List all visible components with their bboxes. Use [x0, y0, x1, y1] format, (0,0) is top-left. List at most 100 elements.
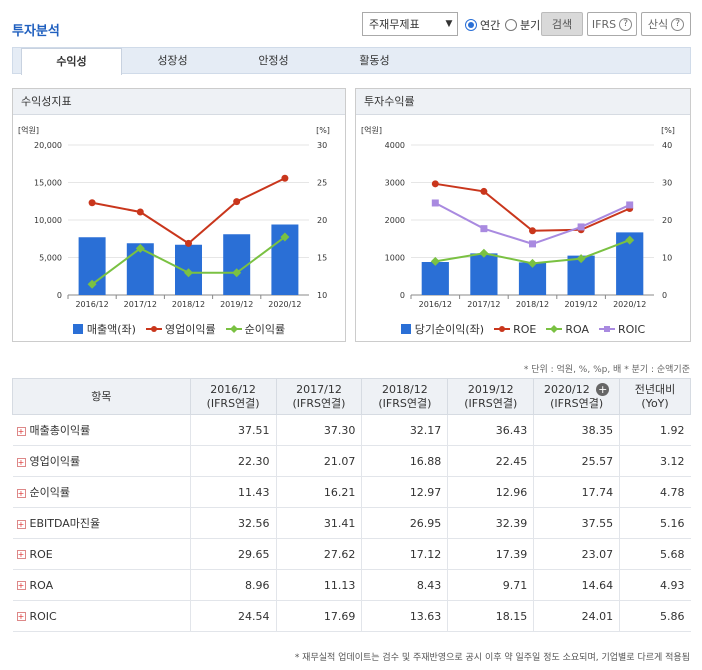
row-item[interactable]: + 매출총이익률 — [12, 414, 191, 446]
legend-swatch — [145, 326, 162, 332]
row-item[interactable]: + 순이익률 — [12, 476, 191, 508]
cell-value: 37.55 — [533, 507, 620, 539]
radio-annual-label: 연간 — [480, 19, 501, 32]
radio-on-icon — [465, 19, 477, 31]
data-point — [88, 199, 96, 207]
row-item[interactable]: + ROA — [12, 569, 191, 601]
row-item[interactable]: + ROIC — [12, 600, 191, 632]
row-item[interactable]: + 영업이익률 — [12, 445, 191, 477]
col-2017: 2017/12 (IFRS연결) — [275, 378, 363, 415]
left-axis-unit: [억원] — [18, 125, 39, 135]
expand-plus-icon[interactable]: + — [16, 426, 26, 436]
category-label: 2017/12 — [124, 300, 157, 309]
data-point — [480, 225, 488, 233]
row-item-label: 순이익률 — [29, 486, 70, 499]
left-tick-label: 2000 — [385, 216, 405, 225]
ifrs-button[interactable]: IFRS? — [587, 12, 637, 36]
table-row: + ROE 29.65 27.62 17.12 17.39 23.07 5.68 — [12, 538, 691, 570]
returns-chart-panel: 투자수익률 [억원] [%] 0 1000 2000 3000 4000 0 10 20 30 40 2… — [355, 88, 691, 342]
cell-value: 17.12 — [361, 538, 448, 570]
data-point — [480, 187, 488, 195]
legend-label: ROIC — [617, 322, 646, 336]
statement-select[interactable]: 주재무제표 ▼ — [362, 12, 458, 36]
page-title: 투자분석 — [12, 24, 60, 39]
data-point — [479, 248, 489, 258]
question-icon: ? — [671, 17, 685, 31]
statement-select-value: 주재무제표 — [369, 18, 420, 31]
legend-item: 매출액(좌) — [72, 321, 136, 337]
legend-label: 순이익률 — [244, 323, 286, 336]
cell-value: 32.17 — [361, 414, 448, 446]
data-point — [431, 180, 439, 188]
add-column-icon[interactable]: + — [596, 382, 610, 396]
category-label: 2016/12 — [75, 300, 108, 309]
cell-value: 8.43 — [361, 569, 448, 601]
radio-off-icon — [505, 19, 517, 31]
cell-value: 21.07 — [275, 445, 362, 477]
row-item-label: ROE — [29, 547, 53, 561]
cell-value: 26.95 — [361, 507, 448, 539]
category-label: 2018/12 — [516, 300, 549, 309]
cell-value: 13.63 — [361, 600, 448, 632]
right-tick-label: 10 — [317, 291, 327, 300]
search-button[interactable]: 검색 — [541, 12, 583, 36]
tab-profitability[interactable]: 수익성 — [21, 48, 122, 75]
expand-plus-icon[interactable]: + — [16, 550, 26, 559]
legend-item: 순이익률 — [225, 321, 286, 337]
data-point — [529, 227, 536, 235]
series-line — [434, 202, 631, 245]
left-tick-label: 5,000 — [39, 254, 62, 263]
tab-stability[interactable]: 안정성 — [258, 54, 289, 67]
legend-label: ROE — [513, 322, 537, 336]
right-tick-label: 20 — [662, 216, 672, 225]
row-item[interactable]: + EBITDA마진율 — [12, 507, 191, 539]
legend-swatch — [598, 326, 615, 332]
right-tick-label: 30 — [662, 179, 672, 188]
left-tick-label: 10,000 — [34, 216, 62, 225]
panel-title: 수익성지표 — [13, 89, 345, 115]
cell-value: 5.16 — [619, 507, 691, 539]
category-label: 2019/12 — [564, 300, 597, 309]
expand-plus-icon[interactable]: + — [16, 612, 26, 621]
chart-legend: 매출액(좌) 영업이익률 순이익률 — [13, 321, 345, 337]
data-point — [626, 201, 634, 209]
legend-swatch — [225, 325, 242, 333]
right-tick-label: 40 — [662, 141, 672, 150]
data-point — [529, 240, 536, 248]
cell-value: 12.97 — [361, 476, 448, 508]
cell-value: 24.54 — [189, 600, 277, 632]
table-row: + 매출총이익률 37.51 37.30 32.17 36.43 38.35 1.92 — [12, 414, 691, 446]
bar — [223, 234, 251, 295]
table-row: + EBITDA마진율 32.56 31.41 26.95 32.39 37.55 5.16 — [12, 507, 691, 539]
cell-value: 9.71 — [447, 569, 534, 601]
radio-quarter-label: 분기 — [520, 19, 541, 32]
expand-plus-icon[interactable]: + — [16, 519, 26, 529]
expand-plus-icon[interactable]: + — [16, 488, 26, 498]
expand-plus-icon[interactable]: + — [16, 457, 26, 467]
cell-value: 31.41 — [275, 507, 362, 539]
radio-annual[interactable]: 연간 — [465, 17, 500, 33]
tab-activity[interactable]: 활동성 — [359, 54, 390, 67]
legend-swatch — [546, 325, 563, 333]
cell-value: 37.51 — [189, 414, 277, 446]
series-line — [91, 177, 286, 245]
cell-value: 17.39 — [447, 538, 534, 570]
radio-quarter[interactable]: 분기 — [505, 17, 540, 33]
expand-plus-icon[interactable]: + — [16, 581, 26, 590]
row-item-label: EBITDA마진율 — [29, 517, 101, 530]
cell-value: 17.74 — [533, 476, 620, 508]
cell-value: 11.43 — [189, 476, 277, 508]
profitability-chart-panel: 수익성지표 [억원] [%] 0 5,000 10,000 15,000 20,000 10 1… — [12, 88, 346, 342]
data-point — [184, 268, 193, 278]
row-item-label: ROA — [29, 578, 54, 592]
profitability-table: 항목 2016/12 (IFRS연결) 2017/12 (IFRS연결) 2018/… — [12, 378, 691, 632]
right-axis-unit: [%] — [316, 126, 330, 135]
legend-marker — [499, 326, 506, 332]
tab-growth[interactable]: 성장성 — [157, 54, 188, 67]
row-item[interactable]: + ROE — [12, 538, 191, 570]
table-row: + 순이익률 11.43 16.21 12.97 12.96 17.74 4.78 — [12, 476, 691, 508]
formula-button[interactable]: 산식? — [641, 12, 691, 36]
left-tick-label: 3000 — [385, 179, 405, 188]
category-label: 2020/12 — [613, 300, 646, 309]
category-label: 2016/12 — [419, 300, 452, 309]
